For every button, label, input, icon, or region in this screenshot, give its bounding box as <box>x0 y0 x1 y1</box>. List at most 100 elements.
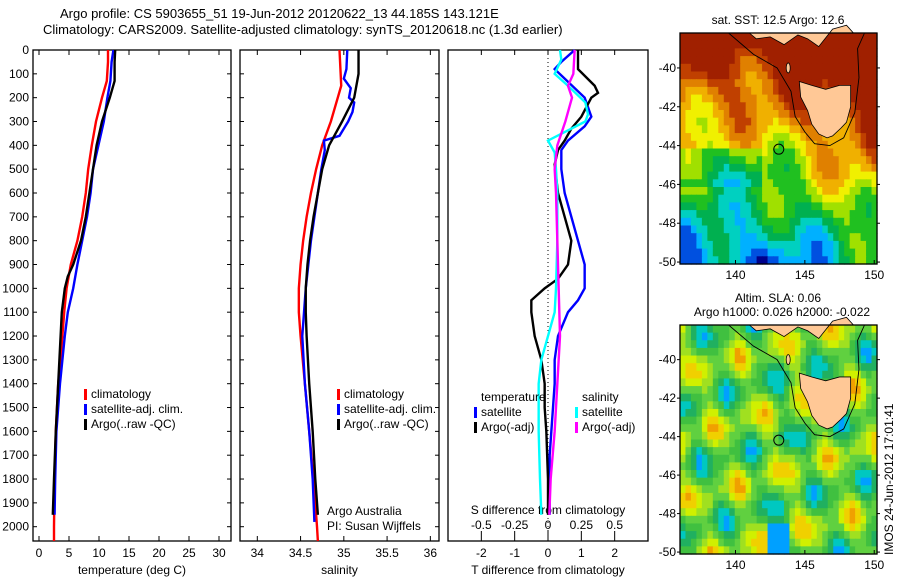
temperature-legend-swatch <box>84 389 87 400</box>
sst-map-lon-tick-label: 145 <box>795 268 815 282</box>
sst-map-mainland-land <box>748 24 855 48</box>
sla-map-king-island <box>785 354 791 366</box>
difference-legend-label: Argo(-adj) <box>481 420 534 434</box>
depth-tick-label: 900 <box>9 258 29 272</box>
depth-tick-label: 300 <box>9 115 29 129</box>
temperature-series-satellite-adj-clim- <box>53 49 115 515</box>
difference-series-salinity-satellite <box>537 49 590 515</box>
sst-map-lat-tick-label: -44 <box>659 139 677 153</box>
depth-tick-label: 1900 <box>2 496 29 510</box>
difference-x-axis-label: T difference from climatology <box>471 563 625 577</box>
sst-map-title: sat. SST: 12.5 Argo: 12.6 <box>712 13 845 27</box>
depth-tick-label: 100 <box>9 67 29 81</box>
difference-x-tick-label: -1 <box>509 546 520 560</box>
depth-tick-label: 500 <box>9 162 29 176</box>
sla-map-lon-tick-label: 140 <box>725 558 745 572</box>
difference-s-tick-label: -0.25 <box>501 518 529 532</box>
sla-map-tasmania-land <box>798 372 852 430</box>
salinity-legend-swatch <box>337 419 340 430</box>
depth-tick-label: 400 <box>9 138 29 152</box>
sla-map-lat-tick-label: -44 <box>659 430 677 444</box>
difference-legend-swatch <box>575 422 578 433</box>
salinity-legend-label: satellite-adj. clim. <box>344 402 436 416</box>
difference-legend-label: satellite <box>582 405 623 419</box>
salinity-x-tick-label: 36 <box>424 546 438 560</box>
sst-map-lon-tick-label: 150 <box>864 268 884 282</box>
legend-temperature-header: temperature <box>481 390 546 404</box>
temperature-legend-swatch <box>84 404 87 415</box>
salinity-series-argo-raw-qc- <box>304 50 360 515</box>
difference-legend-swatch <box>474 407 477 418</box>
difference-legend-label: Argo(-adj) <box>582 420 635 434</box>
imos-timestamp: IMOS 24-Jun-2012 17:01:41 <box>882 403 896 555</box>
salinity-legend-label: climatology <box>344 387 404 401</box>
difference-s-tick-label: 0.25 <box>570 518 594 532</box>
sla-map-map-frame <box>679 324 878 555</box>
difference-x-tick-label: 1 <box>578 546 585 560</box>
sla-map-argo-float-marker <box>773 434 785 446</box>
depth-tick-label: 1500 <box>2 401 29 415</box>
legend-salinity-header: salinity <box>582 390 619 404</box>
temperature-x-tick-label: 25 <box>182 546 196 560</box>
difference-x-tick-label: 0 <box>545 546 552 560</box>
depth-tick-label: 1800 <box>2 472 29 486</box>
sst-map-king-island <box>785 62 791 74</box>
sst-map-lon-tick-label: 140 <box>725 268 745 282</box>
annotation-argo-australia: Argo Australia <box>327 504 402 518</box>
temperature-x-tick-label: 0 <box>36 546 43 560</box>
sla-map-mainland-land <box>748 316 855 340</box>
sst-map-field <box>680 33 878 265</box>
salinity-legend-swatch <box>337 389 340 400</box>
temperature-legend-label: Argo(..raw -QC) <box>91 417 176 431</box>
difference-legend-swatch <box>474 422 477 433</box>
temperature-legend-swatch <box>84 419 87 430</box>
difference-legend-label: satellite <box>481 405 522 419</box>
sla-map-lat-tick-label: -40 <box>659 353 677 367</box>
difference-s-tick-label: -0.5 <box>471 518 492 532</box>
depth-tick-label: 1100 <box>3 305 29 319</box>
sla-map-shelf-contour <box>728 324 865 438</box>
depth-tick-label: 0 <box>22 43 29 57</box>
sla-map-lat-tick-label: -48 <box>659 507 677 521</box>
depth-tick-label: 800 <box>9 234 29 248</box>
sla-map-title: Altim. SLA: 0.06 <box>735 291 821 305</box>
sst-map-map-frame <box>679 32 878 265</box>
sla-map-lon-tick-label: 150 <box>864 558 884 572</box>
difference-x-tick-label: 2 <box>611 546 618 560</box>
plot-title-line-2: Climatology: CARS2009. Satellite-adjuste… <box>43 22 563 37</box>
sla-map-subtitle: Argo h1000: 0.026 h2000: -0.022 <box>694 305 870 319</box>
temperature-x-tick-label: 15 <box>122 546 136 560</box>
annotation-pi-name: PI: Susan Wijffels <box>327 519 421 533</box>
depth-tick-label: 1200 <box>2 329 29 343</box>
depth-tick-label: 1300 <box>2 353 29 367</box>
sla-map-field <box>680 325 878 555</box>
salinity-x-tick-label: 34 <box>251 546 265 560</box>
temperature-x-tick-label: 30 <box>212 546 226 560</box>
depth-tick-label: 700 <box>9 210 29 224</box>
sst-map-lat-tick-label: -50 <box>659 255 677 269</box>
sst-map-argo-float-marker <box>773 143 785 155</box>
temperature-legend-label: climatology <box>91 387 151 401</box>
temperature-series-argo-raw-qc- <box>51 49 117 515</box>
sla-map-lon-tick-label: 145 <box>795 558 815 572</box>
depth-tick-label: 1600 <box>2 424 29 438</box>
sla-map-lat-tick-label: -46 <box>659 468 677 482</box>
sst-map-lat-tick-label: -40 <box>659 61 677 75</box>
salinity-x-tick-label: 35.5 <box>375 546 399 560</box>
depth-tick-label: 2000 <box>2 520 29 534</box>
depth-tick-label: 1000 <box>2 281 29 295</box>
depth-tick-label: 1700 <box>2 448 29 462</box>
salinity-x-tick-label: 34.5 <box>289 546 313 560</box>
difference-series-temperature-argo-adj- <box>530 50 600 515</box>
sst-map-lat-tick-label: -42 <box>659 100 677 114</box>
sst-map-shelf-contour <box>728 32 865 147</box>
temperature-x-tick-label: 20 <box>152 546 166 560</box>
plot-title-line-1: Argo profile: CS 5903655_51 19-Jun-2012 … <box>60 6 499 21</box>
temperature-x-tick-label: 5 <box>66 546 73 560</box>
salinity-legend-label: Argo(..raw -QC) <box>344 417 429 431</box>
difference-s-tick-label: 0.5 <box>606 518 623 532</box>
salinity-plot-frame <box>239 49 440 542</box>
sst-map-lat-tick-label: -48 <box>659 216 677 230</box>
depth-tick-label: 600 <box>9 186 29 200</box>
